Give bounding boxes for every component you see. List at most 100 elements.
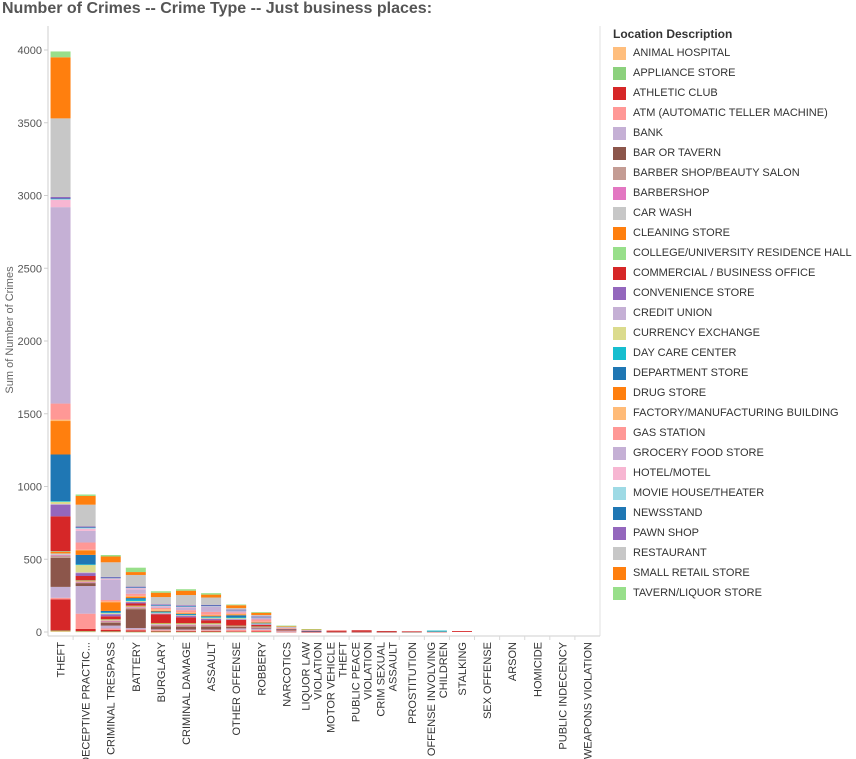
bar-segment xyxy=(226,612,247,614)
bar-segment xyxy=(100,562,121,577)
bar-segment xyxy=(125,602,146,604)
legend-item: BAR OR TAVERN xyxy=(613,143,856,163)
bar-segment xyxy=(50,501,71,502)
legend-label: DRUG STORE xyxy=(633,387,707,399)
bar-segment xyxy=(50,503,71,505)
legend-swatch xyxy=(613,126,626,140)
x-tick-label: THEFT xyxy=(56,642,68,678)
legend-label: FACTORY/MANUFACTURING BUILDING xyxy=(633,407,839,419)
bar-segment xyxy=(201,611,222,615)
bar-segment xyxy=(100,599,121,602)
legend-item: GROCERY FOOD STORE xyxy=(613,443,856,463)
legend-label: CONVENIENCE STORE xyxy=(633,287,755,299)
bar-segment xyxy=(125,586,146,588)
bar-segment xyxy=(276,626,297,628)
bar-segment xyxy=(201,618,222,621)
bar-segment xyxy=(100,555,121,557)
bar-segment xyxy=(276,631,297,632)
bar-segment xyxy=(251,627,272,629)
x-tick-label: PUBLIC INDECENCY xyxy=(557,641,569,749)
bar-segment xyxy=(276,628,297,630)
stacked-bar-chart: 0 500 1000 1500 2000 2500 3000 3500 4000 Sum of N… xyxy=(4,26,601,759)
legend-label: BARBERSHOP xyxy=(633,187,710,199)
legend-item: MOVIE HOUSE/THEATER xyxy=(613,483,856,503)
bar-segment xyxy=(201,605,222,607)
x-tick-label: VIOLATION xyxy=(312,642,324,700)
y-tick-label: 1500 xyxy=(18,409,42,421)
bar-segment xyxy=(201,630,222,632)
bar-segment xyxy=(75,494,96,496)
legend-swatch xyxy=(613,286,626,300)
bar-segment xyxy=(452,631,472,632)
bar-segment xyxy=(351,631,372,633)
y-tick-label: 3500 xyxy=(18,118,42,130)
bar-segment xyxy=(125,567,146,573)
bar-segment xyxy=(201,606,222,607)
bar-segment xyxy=(125,593,146,596)
legend-item: APPLIANCE STORE xyxy=(613,63,856,83)
bar-segment xyxy=(50,118,71,197)
bar-segment xyxy=(150,613,171,615)
bar-segment xyxy=(176,625,196,627)
legend: Location Description ANIMAL HOSPITAL APPL… xyxy=(613,27,856,603)
bar-segment xyxy=(75,575,96,581)
legend-swatch xyxy=(613,506,626,520)
bar-segment xyxy=(125,589,146,594)
bar-segment xyxy=(176,624,196,625)
bar-segment xyxy=(125,607,146,610)
bar-segment xyxy=(176,610,196,613)
legend-item: CURRENCY EXCHANGE xyxy=(613,323,856,343)
legend-label: APPLIANCE STORE xyxy=(633,67,736,79)
bar-segment xyxy=(100,613,121,615)
legend-label: RESTAURANT xyxy=(633,547,707,559)
bar-segment xyxy=(75,613,96,629)
y-tick-label: 500 xyxy=(24,554,42,566)
bar-segment xyxy=(251,614,272,617)
bar-segment xyxy=(125,572,146,575)
bar-segment xyxy=(351,630,372,632)
legend-swatch xyxy=(613,166,626,180)
bar-segment xyxy=(251,616,272,618)
bar-segment xyxy=(150,611,171,613)
bar-segment xyxy=(226,618,247,619)
bar-segment xyxy=(176,629,196,631)
bar-segment xyxy=(150,614,171,623)
bar-segment xyxy=(176,623,196,625)
x-tick-label: PUBLIC PEACE xyxy=(351,642,363,722)
bar-segment xyxy=(125,606,146,608)
bar-segment xyxy=(150,592,171,598)
x-tick-label: ASSAULT xyxy=(388,642,400,692)
legend-swatch xyxy=(613,306,626,320)
legend-swatch xyxy=(613,586,626,600)
bar-segment xyxy=(251,621,272,623)
bar-segment xyxy=(251,626,272,628)
bar-segment xyxy=(301,629,322,630)
bar-segment xyxy=(201,594,222,598)
bar-segment xyxy=(100,556,121,563)
bar-segment xyxy=(50,199,71,200)
bar-segment xyxy=(301,629,322,631)
bar-segment xyxy=(75,580,96,581)
x-tick-label: THEFT xyxy=(338,642,350,678)
bar-segment xyxy=(276,625,297,627)
bar-segment xyxy=(251,624,272,625)
bar-segment xyxy=(50,551,71,552)
bar-segment xyxy=(226,615,247,618)
bar-segment xyxy=(125,587,146,590)
legend-swatch xyxy=(613,46,626,60)
x-tick-label: NARCOTICS xyxy=(281,642,293,707)
bar-segment xyxy=(100,613,121,614)
bar-segment xyxy=(50,553,71,555)
bar-segment xyxy=(125,598,146,600)
legend-label: GROCERY FOOD STORE xyxy=(633,447,764,459)
bar-segment xyxy=(50,516,71,552)
legend-label: BAR OR TAVERN xyxy=(633,147,722,159)
bar-segment xyxy=(326,631,347,633)
bar-segment xyxy=(125,605,146,607)
legend-swatch xyxy=(613,226,626,240)
legend-item: GAS STATION xyxy=(613,423,856,443)
legend-item: CLEANING STORE xyxy=(613,223,856,243)
bar-segment xyxy=(201,618,222,620)
legend-label: BARBER SHOP/BEAUTY SALON xyxy=(633,167,800,179)
bar-segment xyxy=(276,628,297,629)
